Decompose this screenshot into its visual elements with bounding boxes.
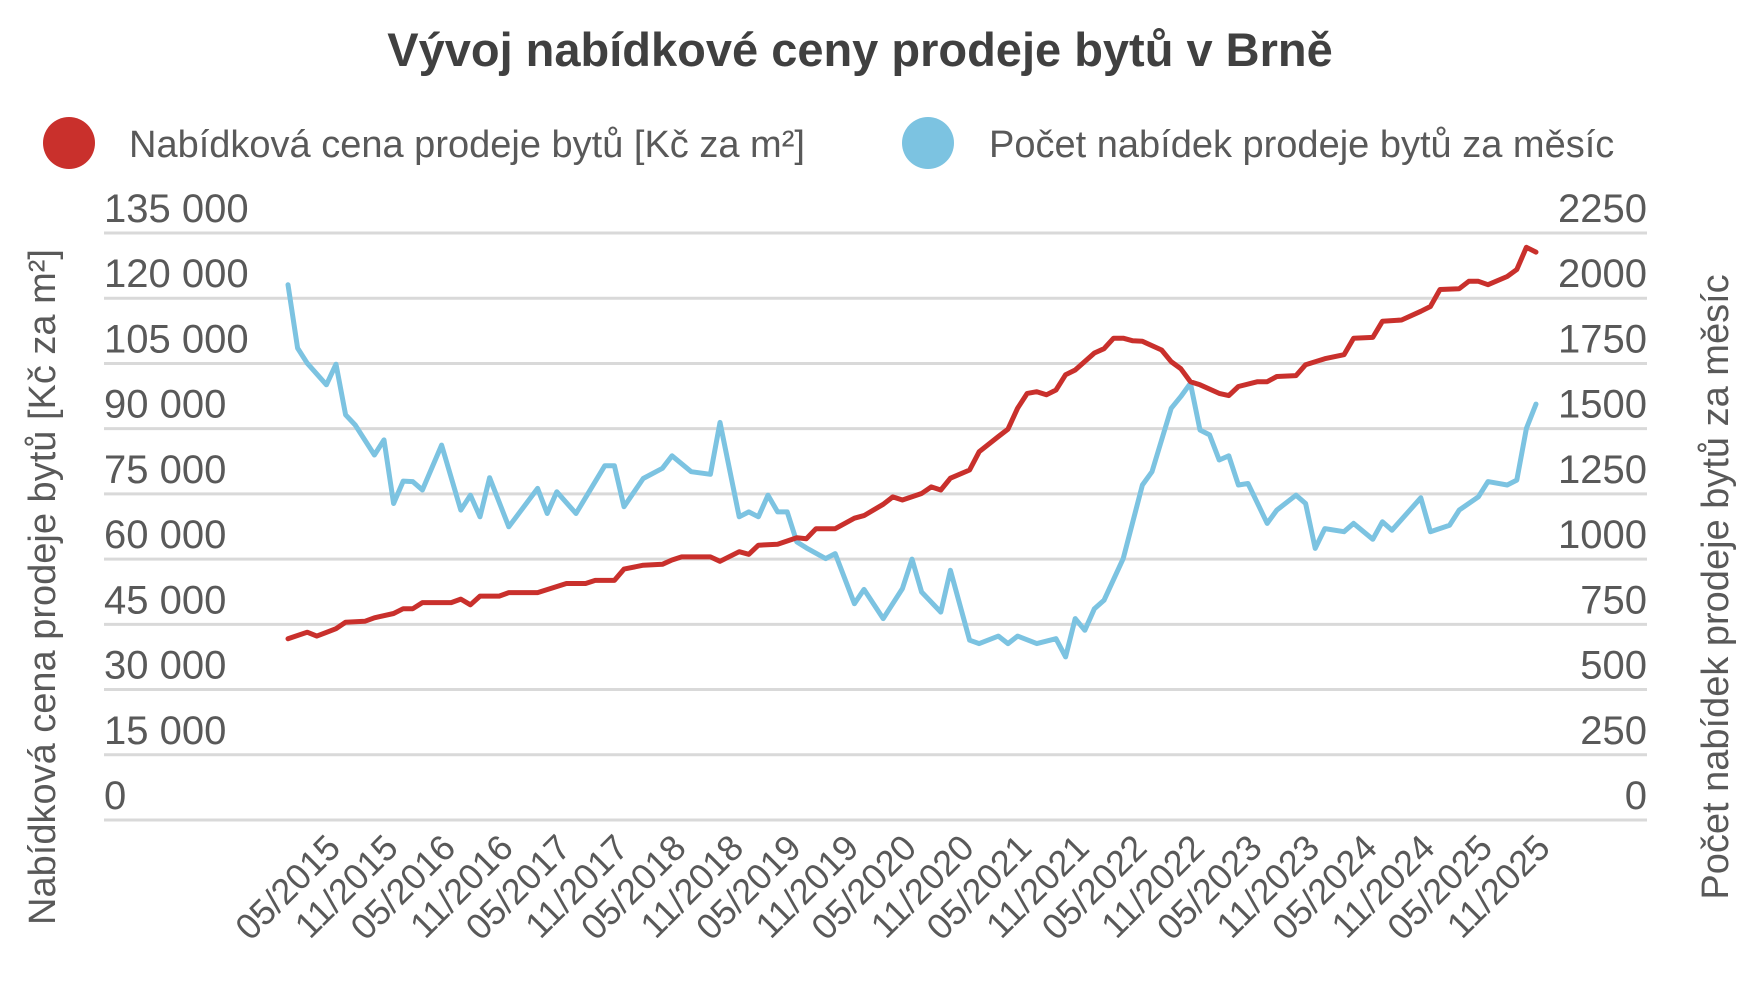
y-left-tick-label: 90 000 bbox=[104, 383, 226, 427]
y-left-tick-label: 30 000 bbox=[104, 644, 226, 688]
y-right-tick-label: 1750 bbox=[1558, 317, 1647, 361]
y-left-tick-label: 0 bbox=[104, 774, 126, 818]
legend-label-count: Počet nabídek prodeje bytů za měsíc bbox=[989, 124, 1614, 166]
y-left-tick-label: 60 000 bbox=[104, 513, 226, 557]
y-left-tick-label: 75 000 bbox=[104, 448, 226, 492]
y-right-tick-label: 2000 bbox=[1558, 252, 1647, 296]
y-right-tick-label: 500 bbox=[1580, 644, 1647, 688]
y-left-tick-label: 45 000 bbox=[104, 578, 226, 622]
chart-title: Vývoj nabídkové ceny prodeje bytů v Brně bbox=[387, 23, 1333, 76]
y-left-tick-label: 120 000 bbox=[104, 252, 249, 296]
y-right-tick-label: 750 bbox=[1580, 578, 1647, 622]
y-axis-right-title: Počet nabídek prodeje bytů za měsíc bbox=[1695, 274, 1737, 899]
y-right-tick-label: 1500 bbox=[1558, 383, 1647, 427]
legend-marker-price bbox=[43, 117, 95, 169]
y-left-tick-label: 15 000 bbox=[104, 709, 226, 753]
y-right-tick-label: 2250 bbox=[1558, 187, 1647, 231]
y-right-tick-label: 1250 bbox=[1558, 448, 1647, 492]
price-series-line bbox=[285, 244, 1539, 642]
x-axis-ticks: 05/201511/201505/201611/201605/201711/20… bbox=[227, 827, 1558, 948]
y-right-tick-label: 1000 bbox=[1558, 513, 1647, 557]
y-axis-left-title: Nabídková cena prodeje bytů [Kč za m²] bbox=[22, 249, 64, 925]
y-left-tick-label: 135 000 bbox=[104, 187, 249, 231]
legend: Nabídková cena prodeje bytů [Kč za m²] P… bbox=[43, 117, 1614, 169]
legend-label-price: Nabídková cena prodeje bytů [Kč za m²] bbox=[129, 124, 805, 166]
y-axis-left-ticks: 0 15 000 30 000 45 000 60 000 75 000 90 000 105… bbox=[104, 187, 249, 818]
series-lines bbox=[285, 244, 1539, 660]
gridlines bbox=[104, 231, 1647, 822]
y-axis-right-ticks: 0 250 500 750 1000 1250 1500 1750 2000 2250 bbox=[1558, 187, 1647, 818]
y-right-tick-label: 250 bbox=[1580, 709, 1647, 753]
legend-marker-count bbox=[902, 117, 954, 169]
y-left-tick-label: 105 000 bbox=[104, 317, 249, 361]
listing-count-series-line bbox=[285, 282, 1539, 660]
y-right-tick-label: 0 bbox=[1625, 774, 1647, 818]
